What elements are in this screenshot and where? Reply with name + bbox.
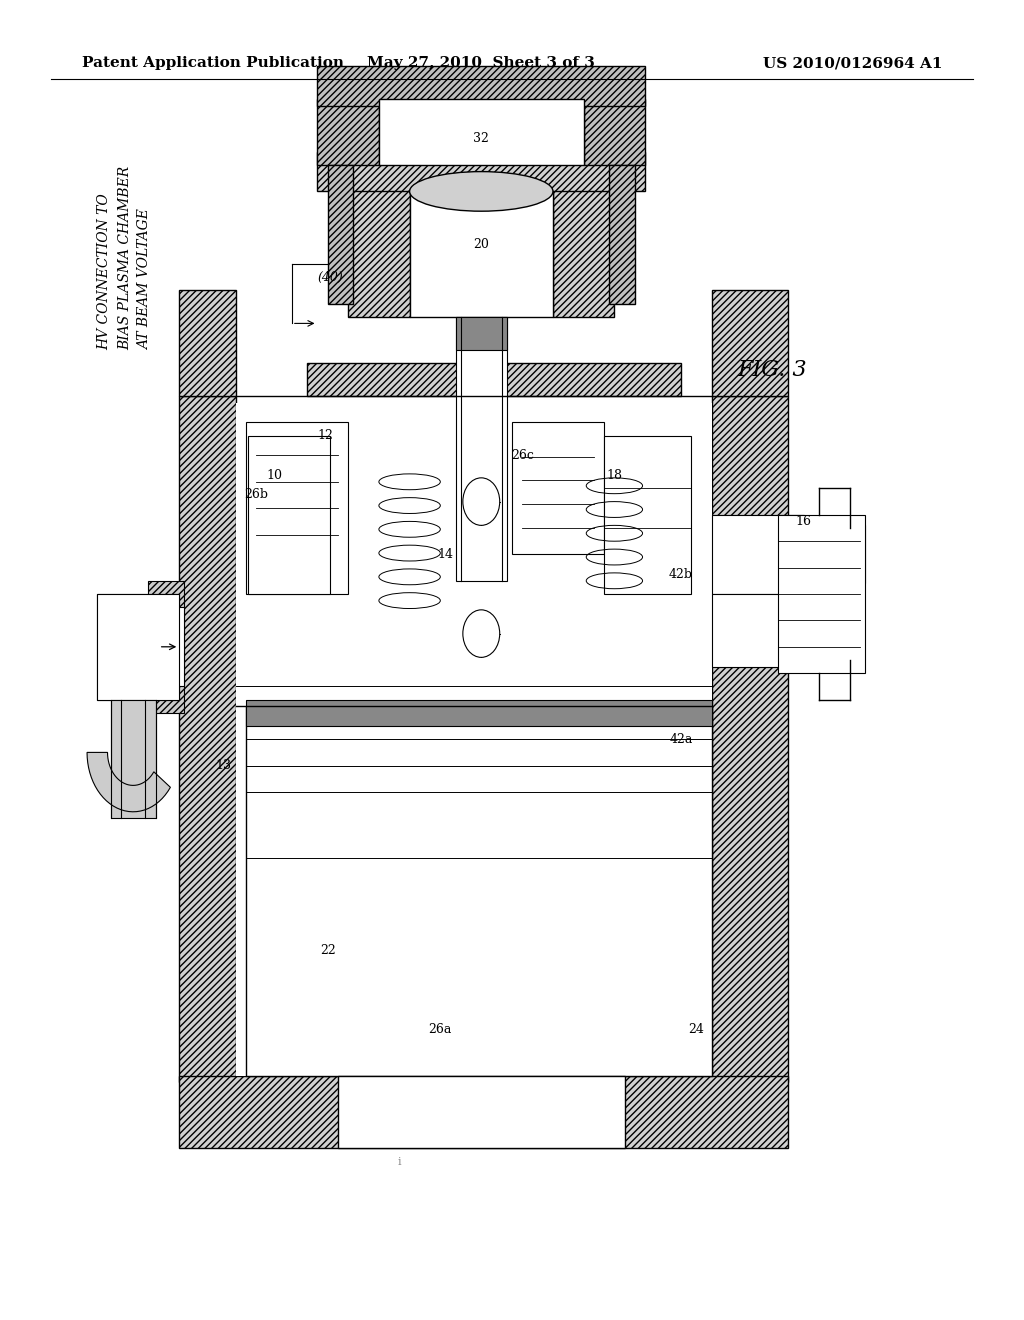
Text: 20: 20 bbox=[473, 238, 489, 251]
Bar bbox=[712, 594, 804, 667]
Bar bbox=[246, 700, 712, 726]
Ellipse shape bbox=[410, 172, 553, 211]
Text: 26c: 26c bbox=[511, 449, 534, 462]
Text: 10: 10 bbox=[266, 469, 283, 482]
Text: 14: 14 bbox=[437, 548, 454, 561]
Text: AT BEAM VOLTAGE: AT BEAM VOLTAGE bbox=[138, 209, 153, 350]
Bar bbox=[712, 594, 804, 667]
Text: May 27, 2010  Sheet 3 of 3: May 27, 2010 Sheet 3 of 3 bbox=[368, 57, 595, 70]
Bar bbox=[379, 99, 584, 165]
Bar bbox=[97, 594, 179, 700]
Bar bbox=[179, 290, 236, 396]
Bar bbox=[246, 422, 348, 594]
Bar bbox=[328, 165, 353, 304]
Bar bbox=[410, 191, 553, 317]
Circle shape bbox=[463, 478, 500, 525]
Bar bbox=[778, 515, 865, 673]
Bar bbox=[799, 525, 865, 583]
Text: HV CONNECTION TO: HV CONNECTION TO bbox=[97, 193, 112, 350]
Bar bbox=[604, 436, 691, 594]
Bar bbox=[111, 700, 156, 818]
Text: 22: 22 bbox=[319, 944, 336, 957]
Bar bbox=[317, 99, 379, 165]
Text: 24: 24 bbox=[688, 1023, 705, 1036]
Text: 26b: 26b bbox=[244, 488, 268, 502]
Bar bbox=[169, 607, 184, 686]
Bar bbox=[338, 1076, 625, 1148]
Bar bbox=[712, 290, 788, 396]
Text: FIG. 3: FIG. 3 bbox=[737, 359, 807, 380]
Text: 42a: 42a bbox=[670, 733, 692, 746]
Bar bbox=[148, 581, 184, 713]
Bar bbox=[338, 1076, 625, 1148]
Bar bbox=[456, 317, 507, 350]
Bar bbox=[246, 706, 712, 1076]
Bar bbox=[97, 594, 179, 700]
Bar bbox=[179, 396, 236, 1082]
Bar bbox=[307, 363, 681, 396]
Bar bbox=[179, 1076, 788, 1148]
Bar bbox=[317, 152, 645, 191]
Text: i: i bbox=[397, 1156, 401, 1167]
Bar bbox=[553, 165, 614, 317]
Text: US 2010/0126964 A1: US 2010/0126964 A1 bbox=[763, 57, 942, 70]
Text: 16: 16 bbox=[796, 515, 812, 528]
Bar bbox=[512, 422, 604, 554]
Bar bbox=[712, 515, 804, 594]
Bar bbox=[712, 515, 804, 594]
Bar bbox=[788, 521, 850, 587]
Text: 13: 13 bbox=[215, 759, 231, 772]
Bar bbox=[246, 422, 348, 594]
Bar bbox=[456, 317, 507, 581]
Bar bbox=[712, 396, 788, 1082]
Bar bbox=[317, 66, 645, 106]
Text: Patent Application Publication: Patent Application Publication bbox=[82, 57, 344, 70]
Text: 26a: 26a bbox=[429, 1023, 452, 1036]
Text: BIAS PLASMA CHAMBER: BIAS PLASMA CHAMBER bbox=[118, 165, 132, 350]
Bar bbox=[248, 436, 330, 594]
Text: 32: 32 bbox=[473, 132, 489, 145]
Polygon shape bbox=[87, 752, 170, 812]
Text: 42b: 42b bbox=[669, 568, 693, 581]
Circle shape bbox=[463, 610, 500, 657]
Text: 18: 18 bbox=[606, 469, 623, 482]
Text: (40): (40) bbox=[317, 271, 343, 284]
Bar bbox=[609, 165, 635, 304]
Bar bbox=[348, 165, 410, 317]
Text: 12: 12 bbox=[317, 429, 334, 442]
Bar bbox=[584, 99, 645, 165]
Bar bbox=[236, 403, 712, 1076]
